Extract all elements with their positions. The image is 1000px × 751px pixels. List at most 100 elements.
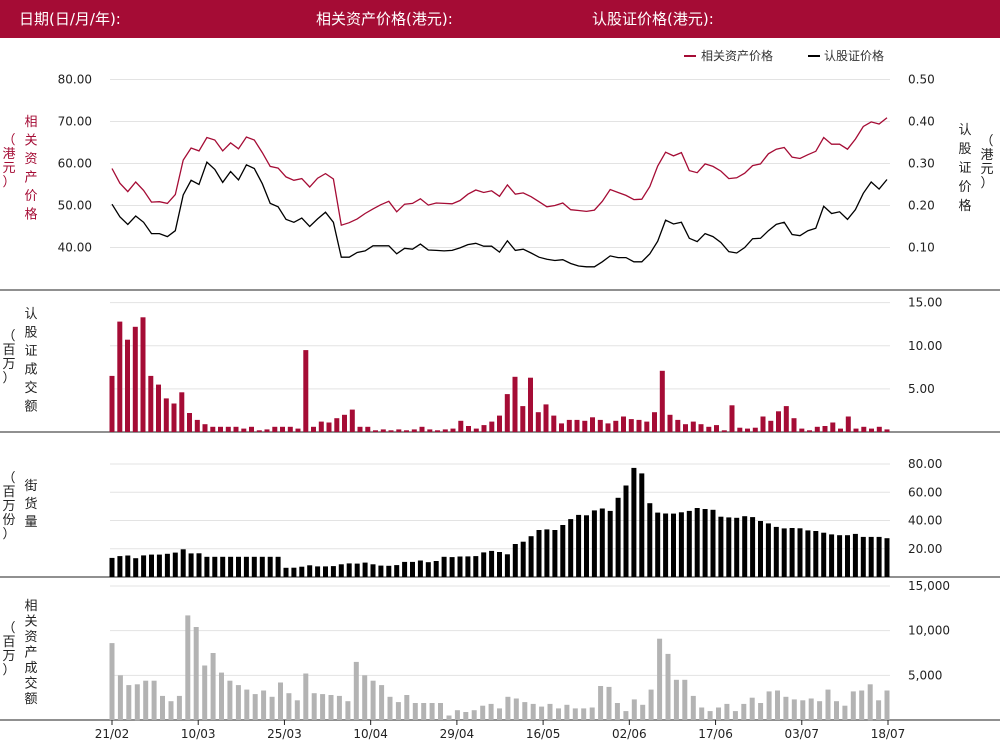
outstanding-bar bbox=[338, 564, 344, 577]
x-tick-label: 03/07 bbox=[784, 727, 819, 741]
warrant-turnover-bar bbox=[838, 428, 843, 432]
underlying-turnover-unit: 百 bbox=[2, 635, 15, 650]
x-tick-label: 18/07 bbox=[871, 727, 906, 741]
outstanding-bar bbox=[655, 512, 661, 577]
underlying-turnover-bar bbox=[657, 638, 663, 720]
underlying-turnover-bar bbox=[421, 703, 427, 720]
underlying-turnover-bar bbox=[345, 701, 351, 720]
warrant-turnover-bar bbox=[303, 350, 309, 432]
warrant-turnover-bar bbox=[466, 426, 471, 432]
outstanding-bar bbox=[386, 565, 392, 577]
warrant-turnover-bar bbox=[481, 425, 487, 432]
warrant-turnover-bar bbox=[559, 423, 564, 432]
warrant-turnover-bar bbox=[861, 426, 867, 432]
warrant-turnover-bar bbox=[636, 419, 642, 432]
underlying-turnover-bar bbox=[884, 690, 890, 720]
warrant-turnover-title: 证 bbox=[24, 344, 37, 359]
underlying-turnover-bar bbox=[699, 707, 705, 720]
outstanding-bar bbox=[615, 497, 621, 577]
outstanding-title: 货 bbox=[24, 496, 37, 512]
warrant-turnover-bar bbox=[566, 419, 572, 432]
outstanding-bar bbox=[275, 556, 281, 577]
date-label: 日期(日/月/年): bbox=[19, 10, 121, 28]
warrant-turnover-bar bbox=[853, 428, 859, 432]
underlying-turnover-bar bbox=[328, 695, 334, 720]
outstanding-bar bbox=[528, 536, 534, 577]
warrant-turnover-tick-label: 10.00 bbox=[908, 339, 942, 353]
underlying-turnover-bar bbox=[210, 653, 216, 720]
x-tick-label: 21/02 bbox=[95, 727, 130, 741]
outstanding-bar bbox=[552, 530, 558, 577]
underlying-turnover-bar bbox=[185, 615, 191, 720]
warrant-turnover-bar bbox=[357, 426, 363, 432]
outstanding-bar bbox=[758, 521, 763, 577]
warrant-turnover-bar bbox=[342, 414, 347, 433]
warrant-turnover-bar bbox=[884, 429, 890, 432]
warrant-turnover-bar bbox=[590, 417, 595, 432]
warrant-turnover-bar bbox=[807, 430, 812, 432]
right-axis-unit: ） bbox=[980, 176, 993, 191]
underlying-turnover-bar bbox=[160, 695, 165, 720]
outstanding-bar bbox=[512, 544, 518, 577]
outstanding-bar bbox=[845, 535, 850, 577]
underlying-turnover-bar bbox=[244, 689, 250, 720]
right-tick-label: 0.30 bbox=[908, 157, 935, 171]
left-axis-title: 产 bbox=[24, 171, 37, 186]
underlying-turnover-bar bbox=[488, 703, 494, 720]
warrant-turnover-bar bbox=[535, 412, 541, 432]
warrant-turnover-bar bbox=[776, 411, 781, 432]
outstanding-bar bbox=[750, 517, 756, 577]
underlying-turnover-bar bbox=[690, 695, 696, 720]
underlying-turnover-bar bbox=[741, 703, 747, 720]
underlying-turnover-bar bbox=[539, 706, 545, 720]
underlying-turnover-bar bbox=[547, 703, 553, 720]
outstanding-unit: 百 bbox=[2, 485, 15, 500]
underlying-turnover-bar bbox=[665, 653, 671, 720]
warrant-turnover-bar bbox=[450, 428, 456, 432]
outstanding-bar bbox=[734, 517, 740, 577]
outstanding-bar bbox=[837, 535, 843, 577]
outstanding-bar bbox=[449, 557, 455, 577]
warrant-turnover-bar bbox=[737, 427, 743, 432]
warrant-turnover-bar bbox=[349, 409, 355, 432]
warrant-turnover-bar bbox=[179, 392, 185, 432]
underlying-turnover-bar bbox=[707, 711, 713, 720]
warrant-turnover-bar bbox=[489, 421, 495, 432]
underlying-turnover-bar bbox=[825, 689, 831, 720]
warrant-turnover-bar bbox=[706, 426, 712, 432]
underlying-turnover-unit: （ bbox=[2, 621, 15, 636]
underlying-price-line bbox=[111, 117, 888, 227]
warrant-turnover-bar bbox=[597, 419, 603, 432]
left-tick-label: 80.00 bbox=[58, 73, 92, 87]
underlying-turnover-bar bbox=[850, 691, 856, 720]
warrant-turnover-bar bbox=[125, 339, 130, 432]
outstanding-bar bbox=[346, 563, 352, 577]
outstanding-bar bbox=[781, 528, 787, 577]
warrant-turnover-bar bbox=[148, 375, 154, 432]
underlying-turnover-bar bbox=[530, 703, 536, 720]
outstanding-bar bbox=[410, 561, 415, 577]
outstanding-bar bbox=[465, 556, 471, 577]
underlying-turnover-bar bbox=[775, 690, 780, 720]
warrant-turnover-bar bbox=[613, 420, 619, 432]
underlying-turnover-bar bbox=[834, 701, 839, 720]
outstanding-bar bbox=[813, 531, 819, 577]
outstanding-bar bbox=[584, 515, 589, 577]
warrant-turnover-bar bbox=[659, 370, 665, 432]
underlying-turnover-bar bbox=[438, 703, 443, 720]
outstanding-unit: ） bbox=[2, 527, 15, 542]
underlying-turnover-bar bbox=[867, 684, 873, 721]
warrant-turnover-bar bbox=[365, 426, 371, 432]
warrant-turnover-bar bbox=[396, 429, 402, 432]
outstanding-bar bbox=[663, 513, 669, 577]
underlying-turnover-unit: ） bbox=[2, 663, 15, 678]
underlying-turnover-bar bbox=[606, 686, 612, 720]
outstanding-bar bbox=[536, 530, 542, 577]
underlying-turnover-bar bbox=[800, 700, 806, 720]
left-axis-title: 资 bbox=[24, 152, 37, 167]
underlying-turnover-bar bbox=[202, 665, 208, 720]
underlying-turnover-bar bbox=[716, 707, 721, 720]
warrant-turnover-bar bbox=[218, 426, 223, 432]
warrant-turnover-bar bbox=[249, 426, 254, 432]
outstanding-tick-label: 60.00 bbox=[908, 485, 942, 499]
